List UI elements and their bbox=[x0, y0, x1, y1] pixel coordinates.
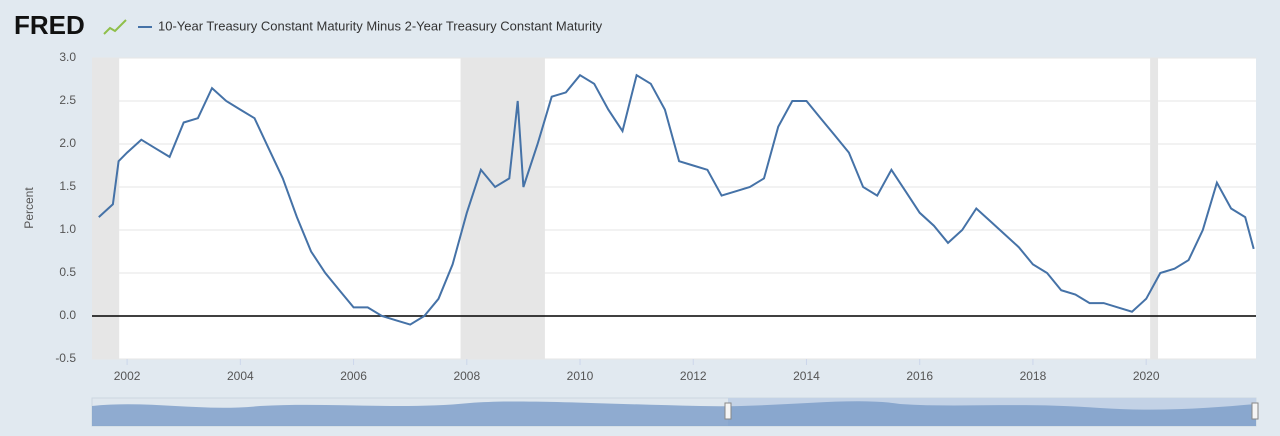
y-tick-label: 3.0 bbox=[59, 50, 76, 64]
x-tick-label: 2016 bbox=[906, 369, 933, 383]
y-tick-label: 1.0 bbox=[59, 222, 76, 236]
x-tick-label: 2006 bbox=[340, 369, 367, 383]
x-tick-label: 2010 bbox=[567, 369, 594, 383]
logo-icon bbox=[103, 19, 127, 35]
logo: FRED bbox=[14, 10, 85, 40]
y-tick-label: 0.0 bbox=[59, 308, 76, 322]
series-line bbox=[98, 73, 1255, 326]
recession-band bbox=[460, 58, 545, 359]
x-tick-label: 2004 bbox=[227, 369, 254, 383]
x-tick-label: 2014 bbox=[793, 369, 820, 383]
legend-label: 10-Year Treasury Constant Maturity Minus… bbox=[158, 18, 603, 33]
recession-band bbox=[92, 58, 120, 359]
navigator bbox=[91, 397, 1259, 427]
navigator-series bbox=[92, 401, 1256, 426]
navigator-handle bbox=[724, 402, 732, 420]
x-tick-label: 2020 bbox=[1133, 369, 1160, 383]
y-tick-label: 1.5 bbox=[59, 179, 76, 193]
x-tick-label: 2008 bbox=[453, 369, 480, 383]
y-axis-label: Percent bbox=[22, 187, 36, 229]
y-tick-label: 2.0 bbox=[59, 136, 76, 150]
x-tick-label: 2002 bbox=[114, 369, 141, 383]
y-tick-label: 0.5 bbox=[59, 265, 76, 279]
x-tick-label: 2012 bbox=[680, 369, 707, 383]
x-tick-label: 2018 bbox=[1020, 369, 1047, 383]
recession-band bbox=[1150, 58, 1159, 359]
navigator-handle bbox=[1251, 402, 1259, 420]
plot-area bbox=[92, 58, 1256, 359]
y-tick-label: 2.5 bbox=[59, 93, 76, 107]
y-tick-label: -0.5 bbox=[55, 351, 76, 365]
